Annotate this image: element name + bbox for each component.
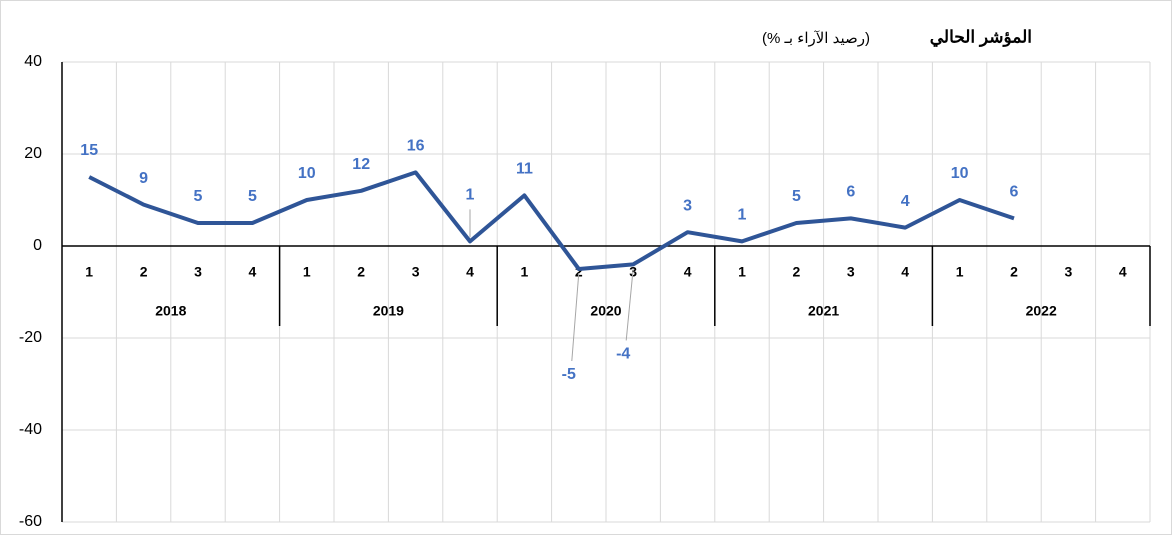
y-tick-label: 20 — [24, 145, 42, 162]
x-tick-label: 2 — [793, 264, 801, 280]
data-label: 5 — [248, 188, 257, 205]
group-label: 2021 — [808, 303, 839, 319]
x-tick-label: 1 — [85, 264, 93, 280]
data-label: 6 — [846, 184, 855, 201]
x-tick-label: 4 — [466, 264, 474, 280]
data-label: 12 — [352, 156, 370, 173]
y-tick-label: 0 — [33, 237, 42, 254]
x-tick-label: 2 — [140, 264, 148, 280]
y-tick-label: -60 — [19, 513, 42, 530]
x-tick-label: 4 — [1119, 264, 1127, 280]
data-label: 4 — [901, 193, 910, 210]
data-label: 15 — [80, 142, 98, 159]
data-label: -5 — [562, 366, 576, 383]
group-label: 2019 — [373, 303, 404, 319]
y-tick-label: -40 — [19, 421, 42, 438]
data-label: 9 — [139, 170, 148, 187]
group-label: 2022 — [1026, 303, 1057, 319]
x-tick-label: 2 — [575, 264, 583, 280]
x-tick-label: 1 — [303, 264, 311, 280]
data-label: 1 — [466, 187, 475, 204]
data-label: 3 — [683, 197, 692, 214]
x-tick-label: 2 — [357, 264, 365, 280]
x-tick-label: 2 — [1010, 264, 1018, 280]
group-label: 2018 — [155, 303, 186, 319]
x-tick-label: 4 — [249, 264, 257, 280]
data-label: 5 — [792, 188, 801, 205]
x-tick-label: 1 — [738, 264, 746, 280]
x-tick-label: 3 — [1065, 264, 1073, 280]
data-label: -4 — [616, 346, 630, 363]
y-tick-label: 40 — [24, 53, 42, 70]
data-label: 16 — [407, 138, 425, 155]
data-label: 10 — [298, 165, 316, 182]
y-tick-label: -20 — [19, 329, 42, 346]
x-tick-label: 3 — [412, 264, 420, 280]
x-tick-label: 1 — [956, 264, 964, 280]
chart-subtitle: (رصيد الآراء بـ %) — [762, 30, 870, 47]
group-label: 2020 — [590, 303, 621, 319]
data-label: 10 — [951, 165, 969, 182]
chart-title: المؤشر الحالي — [930, 27, 1032, 47]
data-label: 6 — [1010, 184, 1019, 201]
x-tick-label: 1 — [521, 264, 529, 280]
data-label: 5 — [194, 188, 203, 205]
series-line — [88, 170, 1015, 271]
data-label: 11 — [516, 161, 533, 178]
leader-line — [571, 272, 580, 362]
x-tick-label: 3 — [847, 264, 855, 280]
x-tick-label: 4 — [901, 264, 909, 280]
data-label: 1 — [738, 207, 747, 224]
leader-line — [625, 268, 634, 341]
x-tick-label: 4 — [684, 264, 692, 280]
x-tick-label: 3 — [194, 264, 202, 280]
